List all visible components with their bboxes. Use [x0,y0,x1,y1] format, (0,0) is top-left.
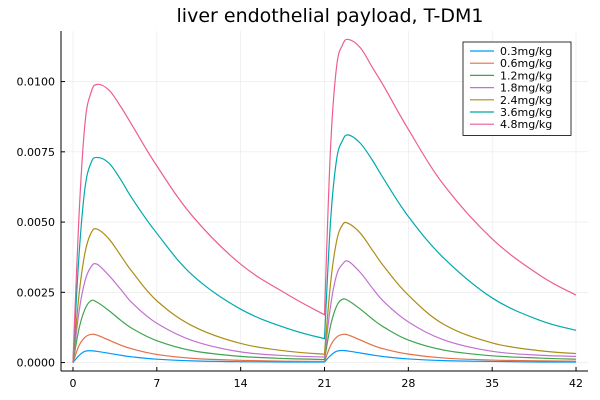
x-tick-label: 7 [153,377,160,390]
y-tick-label: 0.0075 [17,146,56,159]
x-tick-label: 28 [401,377,415,390]
series-line-1.8mg/kg [72,260,577,363]
series-line-2.4mg/kg [72,221,577,363]
legend: 0.3mg/kg0.6mg/kg1.2mg/kg1.8mg/kg2.4mg/kg… [462,41,572,136]
y-tick-label: 0.0000 [17,357,56,370]
legend-label: 3.6mg/kg [500,106,552,119]
legend-label: 1.2mg/kg [500,69,552,82]
series-line-3.6mg/kg [72,134,577,363]
y-tick-label: 0.0100 [17,76,56,89]
x-tick-label: 42 [569,377,583,390]
legend-label: 4.8mg/kg [500,118,552,131]
legend-box [462,41,572,136]
x-tick-label: 21 [318,377,332,390]
legend-label: 1.8mg/kg [500,82,552,95]
legend-label: 0.6mg/kg [500,57,552,70]
legend-label: 2.4mg/kg [500,94,552,107]
axes: 0 7 14 21 28 35 42 0.0000 0.0025 0.0050 0.0075 0.01… [17,31,588,390]
y-tick-label: 0.0050 [17,216,56,229]
x-tick-label: 0 [69,377,76,390]
series-line-4.8mg/kg [72,38,577,363]
series-line-0.6mg/kg [72,333,577,363]
chart-title: liver endothelial payload, T-DM1 [177,5,484,27]
series-group [72,38,577,363]
series-line-1.2mg/kg [72,298,577,363]
x-tick-label: 35 [485,377,499,390]
legend-label: 0.3mg/kg [500,45,552,58]
x-tick-label: 14 [234,377,248,390]
y-tick-label: 0.0025 [17,286,56,299]
